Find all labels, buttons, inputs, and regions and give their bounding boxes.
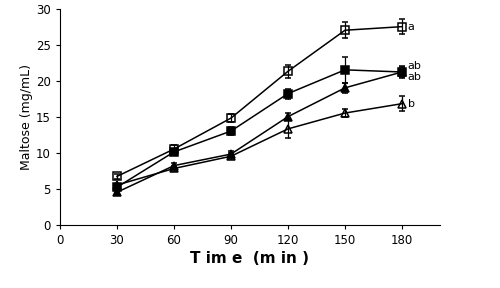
Y-axis label: Maltose (mg/mL): Maltose (mg/mL) — [20, 64, 34, 170]
Text: b: b — [408, 99, 414, 109]
X-axis label: T im e  (m in ): T im e (m in ) — [190, 251, 310, 266]
Text: a: a — [408, 22, 414, 32]
Text: ab: ab — [408, 61, 422, 71]
Text: ab: ab — [408, 72, 422, 82]
